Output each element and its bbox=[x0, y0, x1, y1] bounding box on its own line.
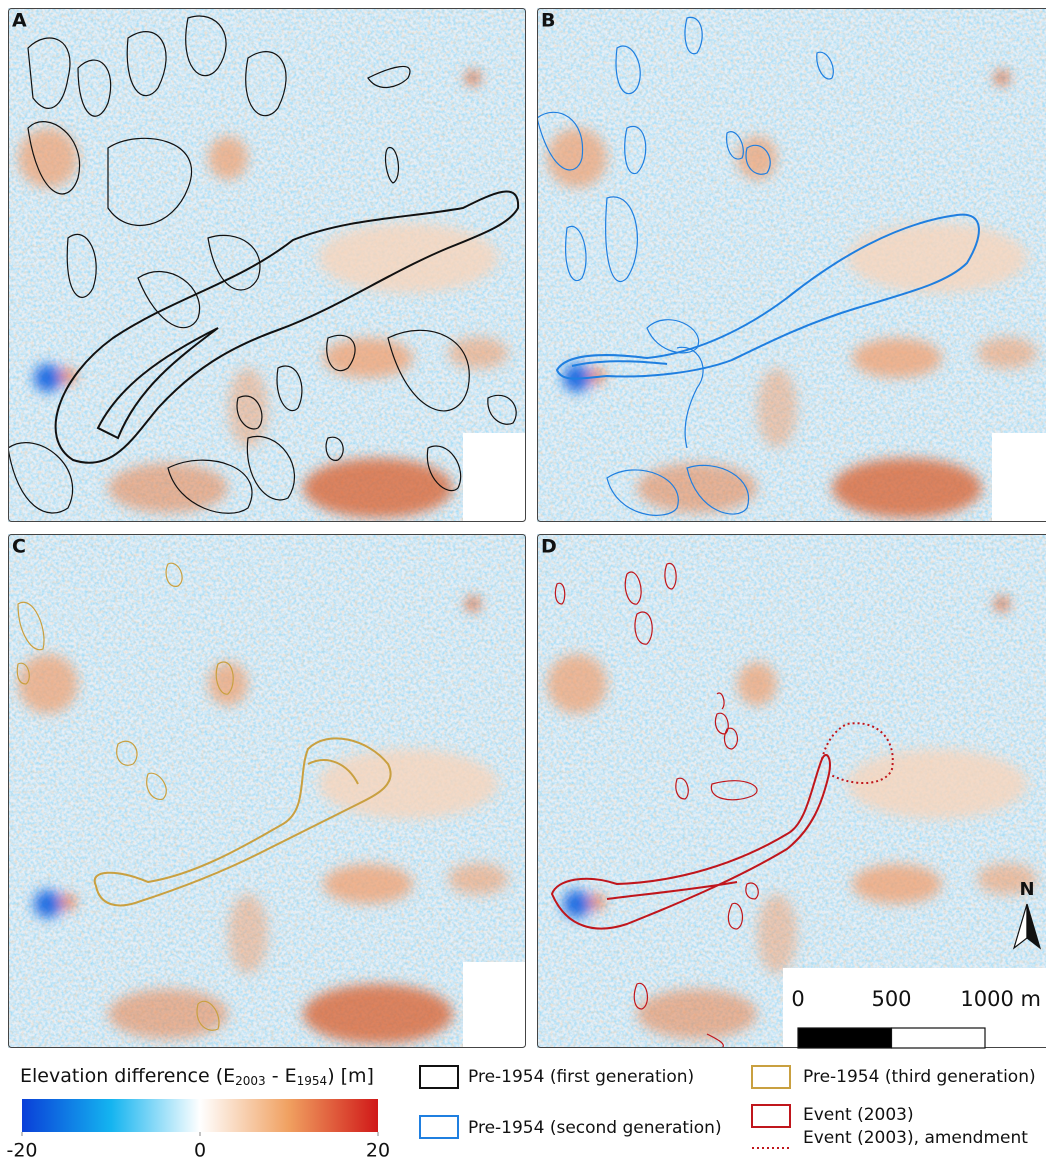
colorbar: Elevation difference (E2003 - E1954) [m]… bbox=[6, 1065, 390, 1162]
colorbar-tick-label: 0 bbox=[194, 1140, 206, 1162]
legend: Pre-1954 (first generation) Pre-1954 (sec… bbox=[420, 1066, 1036, 1148]
panel: B bbox=[537, 8, 1046, 522]
legend-label: Pre-1954 (third generation) bbox=[803, 1067, 1036, 1087]
legend-swatch bbox=[420, 1066, 458, 1088]
scale-label: 0 bbox=[791, 987, 804, 1011]
panel: D bbox=[537, 534, 1046, 1048]
colorbar-tick-label: -20 bbox=[6, 1140, 37, 1162]
colorbar-title: Elevation difference (E2003 - E1954) [m] bbox=[20, 1065, 374, 1088]
scale-segment bbox=[892, 1028, 986, 1048]
legend-label: Pre-1954 (second generation) bbox=[468, 1118, 722, 1138]
panel: A bbox=[8, 8, 526, 522]
legend-swatch bbox=[420, 1116, 458, 1138]
scale-label: 1000 m bbox=[960, 987, 1041, 1011]
panel-label: D bbox=[541, 536, 557, 558]
panel-label: C bbox=[12, 536, 26, 558]
legend-swatch bbox=[752, 1105, 790, 1127]
legend-label: Event (2003), amendment bbox=[803, 1128, 1028, 1148]
panel: C bbox=[8, 534, 526, 1048]
legend-label: Pre-1954 (first generation) bbox=[468, 1067, 694, 1087]
legend-label: Event (2003) bbox=[803, 1105, 914, 1125]
scale-segment bbox=[798, 1028, 892, 1048]
scale-label: 500 bbox=[871, 987, 911, 1011]
panel-label: B bbox=[541, 10, 555, 32]
colorbar-ramp bbox=[22, 1099, 378, 1132]
colorbar-tick-label: 20 bbox=[366, 1140, 390, 1162]
panel-label: A bbox=[12, 10, 27, 32]
north-label: N bbox=[1019, 879, 1034, 900]
legend-swatch bbox=[752, 1066, 790, 1088]
